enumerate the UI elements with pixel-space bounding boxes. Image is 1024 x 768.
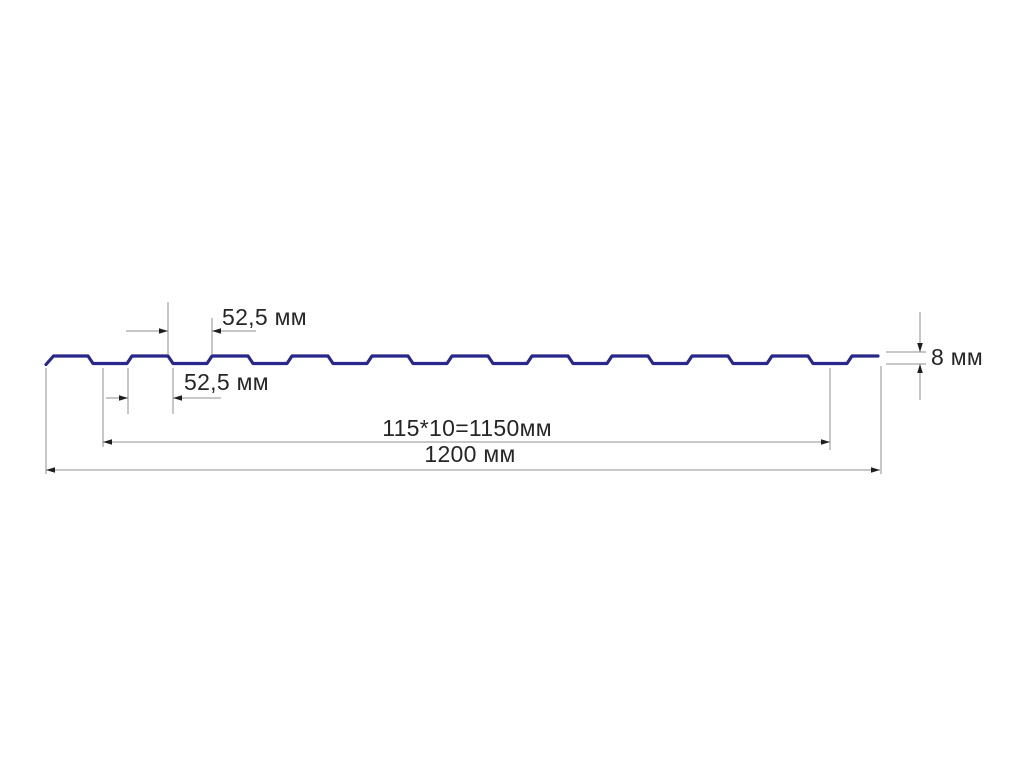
arrowhead-left	[173, 395, 182, 401]
arrowhead-right	[119, 395, 128, 401]
dimension-label-overall-width: 1200 мм	[424, 441, 515, 467]
dimension-overall-width: 1200 мм	[46, 441, 880, 473]
arrowhead-left	[46, 467, 55, 473]
sheet-profile-outline	[44, 354, 880, 367]
arrowhead-right	[821, 439, 830, 445]
extension-lines	[45, 302, 926, 474]
arrowhead-right	[871, 467, 880, 473]
dimension-rib-spacing-bottom: 52,5 мм	[106, 369, 269, 401]
dimension-rib-spacing-top: 52,5 мм	[126, 304, 307, 334]
dimension-working-width: 115*10=1150мм	[103, 415, 830, 445]
dimension-label-working-width: 115*10=1150мм	[382, 415, 552, 441]
dimension-label-rib-spacing-bottom: 52,5 мм	[184, 369, 269, 395]
arrowhead-up	[917, 364, 923, 373]
dimension-profile-height: 8 мм	[917, 312, 983, 400]
arrowhead-left	[212, 328, 221, 334]
dimension-label-profile-height: 8 мм	[931, 344, 983, 370]
arrowhead-right	[159, 328, 168, 334]
arrowhead-left	[103, 439, 112, 445]
dimension-label-rib-spacing-top: 52,5 мм	[222, 304, 307, 330]
arrowhead-down	[917, 343, 923, 352]
